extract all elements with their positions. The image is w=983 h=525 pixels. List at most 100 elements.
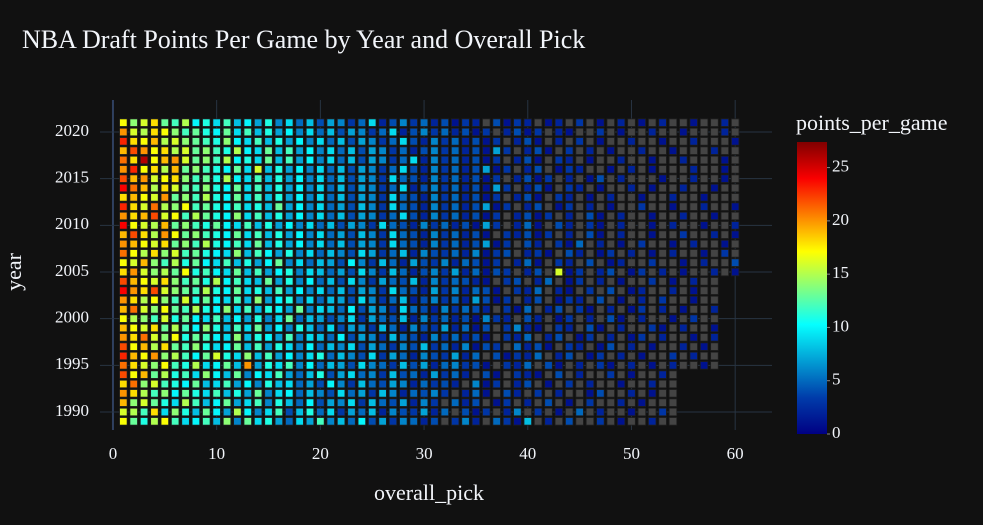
- heatmap-cell: [233, 295, 242, 305]
- heatmap-cell: [316, 398, 325, 407]
- heatmap-cell: [129, 183, 138, 193]
- heatmap-cell: [720, 155, 730, 165]
- heatmap-cell: [430, 183, 439, 193]
- x-axis-title: overall_pick: [374, 480, 484, 505]
- heatmap-cell: [523, 221, 532, 230]
- heatmap-cell: [637, 323, 647, 333]
- heatmap-cell: [606, 361, 615, 370]
- heatmap-cell: [305, 323, 315, 333]
- heatmap-cell: [544, 295, 553, 305]
- heatmap-cell: [305, 379, 315, 389]
- heatmap-cell: [347, 370, 356, 379]
- heatmap-cell: [399, 127, 408, 137]
- heatmap-cell: [181, 127, 190, 137]
- heatmap-cell: [720, 211, 730, 221]
- heatmap-cell: [430, 379, 439, 389]
- heatmap-cell: [160, 389, 170, 398]
- heatmap-cell: [202, 417, 211, 426]
- heatmap-cell: [502, 155, 512, 165]
- heatmap-cell: [616, 286, 626, 295]
- heatmap-cell: [461, 361, 470, 370]
- heatmap-cell: [596, 146, 605, 155]
- heatmap-cell: [533, 146, 543, 155]
- heatmap-cell: [585, 258, 595, 267]
- heatmap-cell: [533, 155, 543, 165]
- heatmap-cell: [274, 221, 284, 230]
- heatmap-cell: [668, 137, 678, 146]
- heatmap-cell: [554, 398, 564, 407]
- heatmap-cell: [170, 267, 180, 277]
- heatmap-cell: [471, 137, 481, 146]
- heatmap-cell: [336, 407, 346, 417]
- heatmap-cell: [202, 389, 211, 398]
- heatmap-cell: [710, 361, 719, 370]
- heatmap-cell: [492, 165, 501, 174]
- heatmap-cell: [274, 258, 284, 267]
- heatmap-cell: [430, 249, 439, 258]
- heatmap-cell: [368, 174, 377, 183]
- heatmap-cell: [440, 249, 450, 258]
- heatmap-cell: [264, 202, 273, 211]
- heatmap-cell: [202, 239, 211, 249]
- heatmap-cell: [368, 249, 377, 258]
- heatmap-cell: [699, 351, 709, 361]
- heatmap-cell: [191, 295, 201, 305]
- heatmap-cell: [450, 314, 460, 323]
- heatmap-cell: [336, 202, 346, 211]
- heatmap-cell: [616, 342, 626, 351]
- heatmap-cell: [191, 183, 201, 193]
- heatmap-cell: [606, 146, 615, 155]
- heatmap-cell: [295, 155, 304, 165]
- heatmap-cell: [233, 277, 242, 286]
- heatmap-cell: [461, 258, 470, 267]
- heatmap-cell: [139, 286, 149, 295]
- heatmap-cell: [492, 361, 501, 370]
- heatmap-cell: [668, 314, 678, 323]
- heatmap-cell: [295, 351, 304, 361]
- heatmap-cell: [461, 351, 470, 361]
- heatmap-cell: [440, 239, 450, 249]
- heatmap-cell: [388, 174, 398, 183]
- heatmap-cell: [305, 267, 315, 277]
- heatmap-cell: [202, 277, 211, 286]
- heatmap-cell: [513, 370, 522, 379]
- heatmap-cell: [347, 267, 356, 277]
- heatmap-cell: [461, 137, 470, 146]
- heatmap-cell: [637, 389, 647, 398]
- heatmap-cell: [637, 118, 647, 127]
- heatmap-cell: [523, 351, 532, 361]
- heatmap-cell: [160, 230, 170, 239]
- heatmap-cell: [399, 258, 408, 267]
- heatmap-cell: [637, 165, 647, 174]
- heatmap-cell: [129, 398, 138, 407]
- heatmap-cell: [554, 342, 564, 351]
- heatmap-cell: [326, 230, 335, 239]
- heatmap-cell: [160, 165, 170, 174]
- heatmap-cell: [222, 351, 232, 361]
- heatmap-cell: [243, 277, 252, 286]
- heatmap-cell: [482, 407, 491, 417]
- heatmap-cell: [606, 342, 615, 351]
- heatmap-cell: [533, 342, 543, 351]
- heatmap-cell: [544, 202, 553, 211]
- heatmap-cell: [295, 174, 304, 183]
- heatmap-cell: [295, 118, 304, 127]
- heatmap-cell: [181, 333, 190, 342]
- heatmap-cell: [233, 230, 242, 239]
- heatmap-cell: [274, 239, 284, 249]
- heatmap-cell: [388, 137, 398, 146]
- heatmap-cell: [637, 258, 647, 267]
- heatmap-cell: [347, 286, 356, 295]
- heatmap-cell: [388, 305, 398, 314]
- heatmap-cell: [347, 230, 356, 239]
- heatmap-cell: [575, 333, 584, 342]
- heatmap-cell: [222, 417, 232, 426]
- heatmap-cell: [710, 267, 719, 277]
- heatmap-cell: [399, 417, 408, 426]
- heatmap-cell: [616, 239, 626, 249]
- heatmap-cell: [419, 333, 429, 342]
- heatmap-cell: [575, 165, 584, 174]
- heatmap-cell: [616, 146, 626, 155]
- heatmap-cell: [181, 146, 190, 155]
- heatmap-cell: [170, 351, 180, 361]
